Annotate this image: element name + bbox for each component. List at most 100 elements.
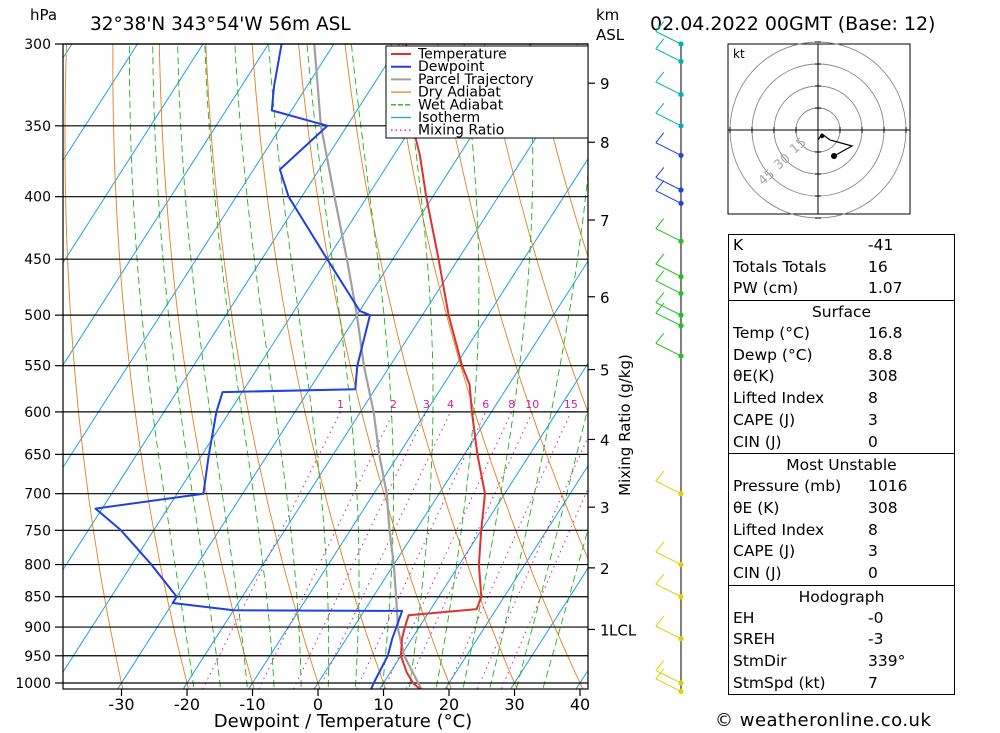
hodograph-stat-label: SREH: [733, 630, 776, 649]
surface-row: Dewp (°C) 8.8: [729, 345, 954, 367]
surface-row: Temp (°C) 16.8: [729, 323, 954, 345]
mixing-ratio-line: [318, 411, 451, 689]
x-axis-label: Dewpoint / Temperature (°C): [214, 711, 472, 732]
dry-adiabat-line: [112, 44, 189, 689]
most-unstable-label: θE (K): [733, 498, 780, 517]
pressure-label: 600: [24, 405, 51, 421]
hodograph-stat-value: 339°: [868, 652, 906, 670]
surface-value: 0: [868, 432, 878, 451]
hodograph-title: Hodograph: [798, 587, 885, 606]
dry-adiabat-line: [530, 44, 588, 259]
x-tick-label: 30: [504, 695, 524, 714]
mixing-ratio-label: 15: [564, 398, 578, 411]
isotherm-line: [0, 44, 6, 709]
profiles: [94, 44, 486, 689]
background-lines: 1 2 3 4 6 8 10 15 20 25: [0, 44, 588, 709]
most-unstable-label: CIN (J): [733, 563, 782, 582]
hodograph-stat-row: SREH -3: [729, 629, 954, 651]
mixing-ratio-label: 10: [525, 398, 539, 411]
isotherm-line: [313, 260, 588, 689]
hodograph-unit: kt: [733, 47, 745, 61]
wet-adiabat-line: [306, 44, 360, 689]
pressure-label: 800: [24, 558, 51, 574]
legend-entry: Mixing Ratio: [418, 123, 504, 139]
wind-barb: [655, 480, 682, 495]
wet-adiabat-line: [542, 527, 588, 689]
surface-title: Surface: [811, 303, 872, 322]
surface-label: Temp (°C): [733, 324, 810, 343]
index-row: PW (cm) 1.07: [729, 278, 954, 300]
hpa-label: hPa: [30, 6, 57, 24]
wet-adiabat-line: [435, 44, 480, 689]
most-unstable-row: θE (K) 308: [729, 498, 954, 520]
isotherm-line: [63, 44, 138, 162]
x-tick-label: 10: [373, 695, 393, 714]
surface-value: 308: [868, 367, 898, 386]
wet-adiabat-line: [268, 44, 330, 689]
wind-barb: [655, 302, 682, 316]
pressure-label: 400: [24, 190, 51, 206]
mixing-ratio-line: [293, 411, 427, 689]
isotherm-line: [63, 44, 400, 571]
surface-value: 3: [868, 410, 878, 429]
legend-box: [385, 45, 589, 139]
km-tick-label: 4: [600, 431, 610, 449]
isotherm-line: [63, 44, 335, 469]
legend-entry: Isotherm: [418, 110, 480, 126]
index-value: -41: [868, 236, 894, 254]
km-tick-label: 9: [600, 75, 610, 93]
wind-barb-flag: [655, 573, 665, 585]
wind-barb-flag: [655, 302, 665, 314]
wind-barb-flag: [655, 102, 665, 114]
km-tick-label: 1: [600, 621, 610, 639]
wet-adiabat-line: [177, 44, 248, 689]
wind-barb-flag: [655, 668, 665, 680]
mixing-ratio-label: 1: [337, 398, 344, 411]
isobars: 300 350 400 450 500 550 600 650 700 750 800 850 900 9…: [15, 37, 588, 692]
wet-adiabat-line: [234, 44, 302, 689]
pressure-label: 1000: [15, 676, 51, 692]
pressure-label: 900: [24, 620, 51, 636]
most-unstable-title: Most Unstable: [786, 456, 897, 475]
hodograph-frame: [727, 43, 911, 215]
wind-barb: [655, 342, 682, 357]
wind-barb: [655, 583, 682, 598]
x-tick-label: -30: [108, 695, 134, 714]
pressure-label: 550: [24, 359, 51, 375]
wind-barb-column: [655, 21, 684, 695]
isotherm-line: [63, 44, 269, 366]
wet-adiabat-line: [128, 44, 195, 689]
most-unstable-value: 308: [868, 498, 898, 517]
hodograph-stat-label: EH: [733, 608, 755, 627]
isotherm-line: [379, 362, 588, 689]
wet-adiabat-line: [152, 44, 222, 689]
wind-barb: [655, 625, 682, 640]
x-tick-label: 0: [313, 695, 323, 714]
dry-adiabat-line: [483, 44, 588, 414]
pressure-label: 850: [24, 590, 51, 606]
x-tick-label: -10: [239, 695, 265, 714]
wet-adiabat-line: [204, 44, 275, 689]
wind-barb-flag: [655, 71, 665, 83]
datetime-title: 02.04.2022 00GMT (Base: 12): [650, 13, 935, 35]
surface-row: CIN (J) 0: [729, 432, 954, 454]
hodograph-stat-row: StmSpd (kt) 7: [729, 673, 954, 695]
surface-row: CAPE (J) 3: [729, 410, 954, 432]
mixing-ratio-label: 8: [508, 398, 515, 411]
isotherm-line: [63, 44, 466, 673]
isotherm-line: [182, 55, 588, 689]
index-value: 1.07: [868, 279, 903, 298]
wind-barb-flag: [655, 218, 665, 229]
wind-barb: [655, 312, 682, 327]
wind-barb-flag: [655, 660, 665, 671]
legend-entry: Wet Adiabat: [418, 97, 504, 113]
surface-value: 8.8: [868, 345, 893, 364]
dry-adiabat-line: [205, 44, 321, 689]
hodograph-stat-label: StmDir: [733, 652, 787, 670]
dry-adiabat-line: [298, 44, 452, 689]
index-label: K: [733, 236, 744, 254]
pressure-label: 300: [24, 37, 51, 53]
header: hPa 32°38'N 343°54'W 56m ASL km ASL 02.0…: [30, 6, 935, 44]
most-unstable-row: Pressure (mb) 1016: [729, 476, 954, 498]
index-row: K -41: [729, 235, 954, 257]
